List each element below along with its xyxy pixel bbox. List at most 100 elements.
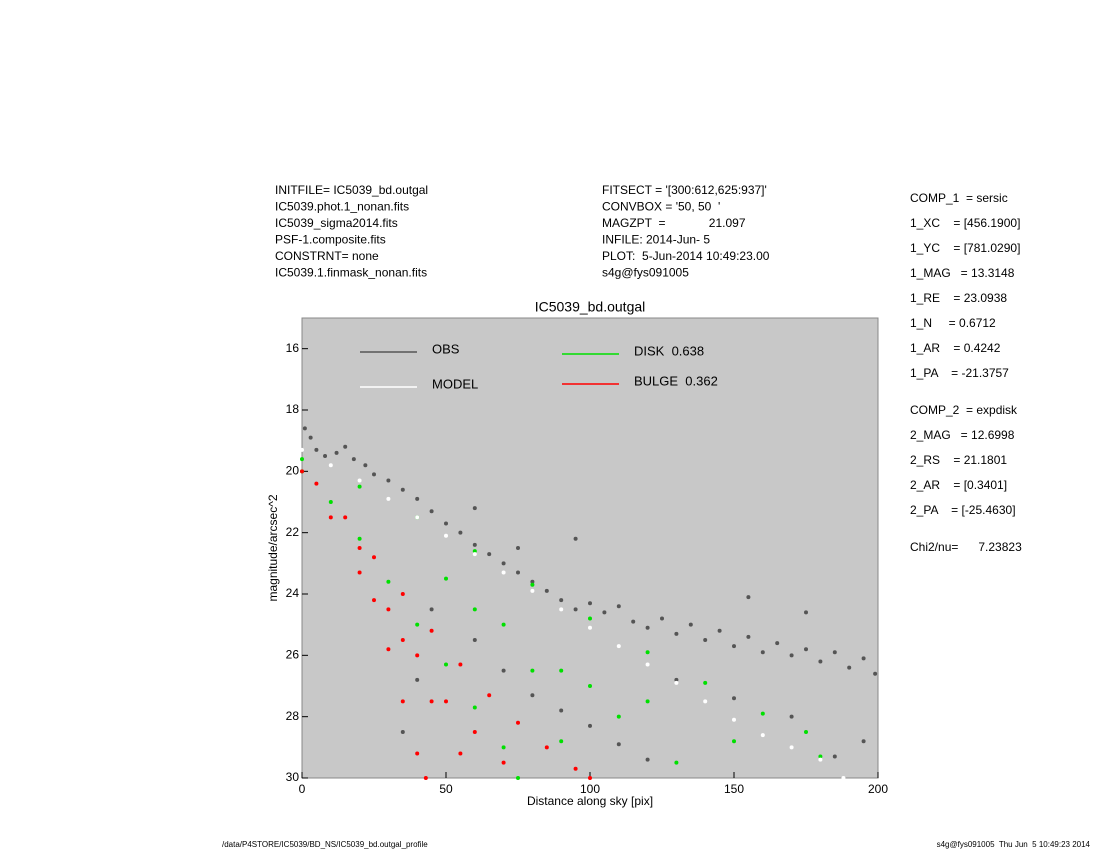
data-point [760,711,765,716]
header-middle-line: FITSECT = '[300:612,625:937]' [602,183,767,197]
data-point [429,509,434,514]
data-point [308,435,313,440]
data-point [573,536,578,541]
legend-label: BULGE 0.362 [634,373,718,388]
data-point [458,662,463,667]
data-point [501,745,506,750]
y-tick-label: 28 [286,709,300,723]
data-point [472,549,477,554]
data-point [357,570,362,575]
data-point [559,668,564,673]
header-middle-line: s4g@fys091005 [602,266,689,280]
data-point [444,662,448,667]
data-point [444,533,448,538]
data-point [386,579,391,584]
data-point [372,555,376,560]
header-middle-line: CONVBOX = '50, 50 ' [602,200,720,214]
header-left-line: IC5039_sigma2014.fits [275,216,398,230]
fit-parameter: COMP_1 = sersic [910,191,1008,205]
legend-label: DISK 0.638 [634,343,704,358]
data-point [818,757,823,762]
data-point [746,595,751,600]
data-point [530,579,535,584]
data-point [386,647,391,652]
data-point [429,699,434,704]
data-point [732,739,736,744]
data-point [458,530,463,535]
footer-path: /data/P4STORE/IC5039/BD_NS/IC5039_bd.out… [222,840,428,849]
header-left-line: IC5039.1.finmask_nonan.fits [275,266,427,280]
data-point [501,622,506,627]
data-point [472,506,477,511]
fit-parameter: 1_N = 0.6712 [910,316,996,330]
data-point [415,515,420,520]
data-point [760,733,765,738]
plot-area [301,317,879,779]
legend-label: OBS [432,341,460,356]
x-tick-label: 50 [439,782,453,796]
data-point [804,730,808,734]
data-point [588,616,592,621]
data-point [588,776,592,780]
data-point [314,481,319,486]
data-point [472,542,477,547]
data-point [472,552,477,557]
data-point [530,582,535,587]
fit-parameter: 1_MAG = 13.3148 [910,266,1015,280]
fit-parameter: COMP_2 = expdisk [910,403,1018,417]
data-point [746,634,751,639]
data-point [501,561,506,566]
data-point [544,588,549,593]
fit-parameter: 2_AR = [0.3401] [910,478,1007,492]
data-point [645,757,650,762]
data-point [559,708,564,713]
data-point [300,469,304,474]
data-point [660,616,664,621]
data-point [732,644,736,649]
data-point [400,487,405,492]
fit-parameter: 1_RE = 23.0938 [910,291,1007,305]
footer-stamp: s4g@fys091005 Thu Jun 5 10:49:23 2014 [937,840,1091,849]
data-point [789,714,794,719]
header-middle-line: MAGZPT = 21.097 [602,216,746,230]
data-point [386,496,391,501]
data-point [300,457,304,462]
data-point [472,607,477,612]
data-point [400,592,405,596]
data-point [400,638,405,642]
data-point [873,671,878,676]
data-point [357,484,362,489]
data-point [328,463,333,468]
data-point [789,653,794,658]
legend-label: MODEL [432,376,478,391]
data-point [328,515,333,520]
header-left-line: CONSTRNT= none [275,249,379,263]
x-tick-label: 0 [299,782,306,796]
data-point [818,659,823,664]
y-tick-label: 30 [286,770,300,784]
data-point [804,647,808,652]
data-point [645,699,650,704]
data-point [674,631,679,636]
header-left-line: IC5039.phot.1_nonan.fits [275,200,409,214]
data-point [861,656,866,661]
data-point [357,536,362,541]
data-point [472,705,477,710]
data-point [400,699,405,704]
y-tick-label: 26 [286,648,300,662]
x-axis-label: Distance along sky [pix] [527,794,653,808]
fit-parameter: 2_PA = [-25.4630] [910,503,1016,517]
data-point [588,625,592,630]
data-point [429,628,434,633]
data-point [357,478,362,483]
header-middle-line: PLOT: 5-Jun-2014 10:49:23.00 [602,249,770,263]
data-point [818,754,823,759]
x-tick-label: 200 [868,782,888,796]
data-point [501,570,506,575]
data-point [516,570,520,575]
data-point [302,426,307,431]
data-point [444,521,448,526]
data-point [343,515,348,520]
data-point [429,607,434,612]
